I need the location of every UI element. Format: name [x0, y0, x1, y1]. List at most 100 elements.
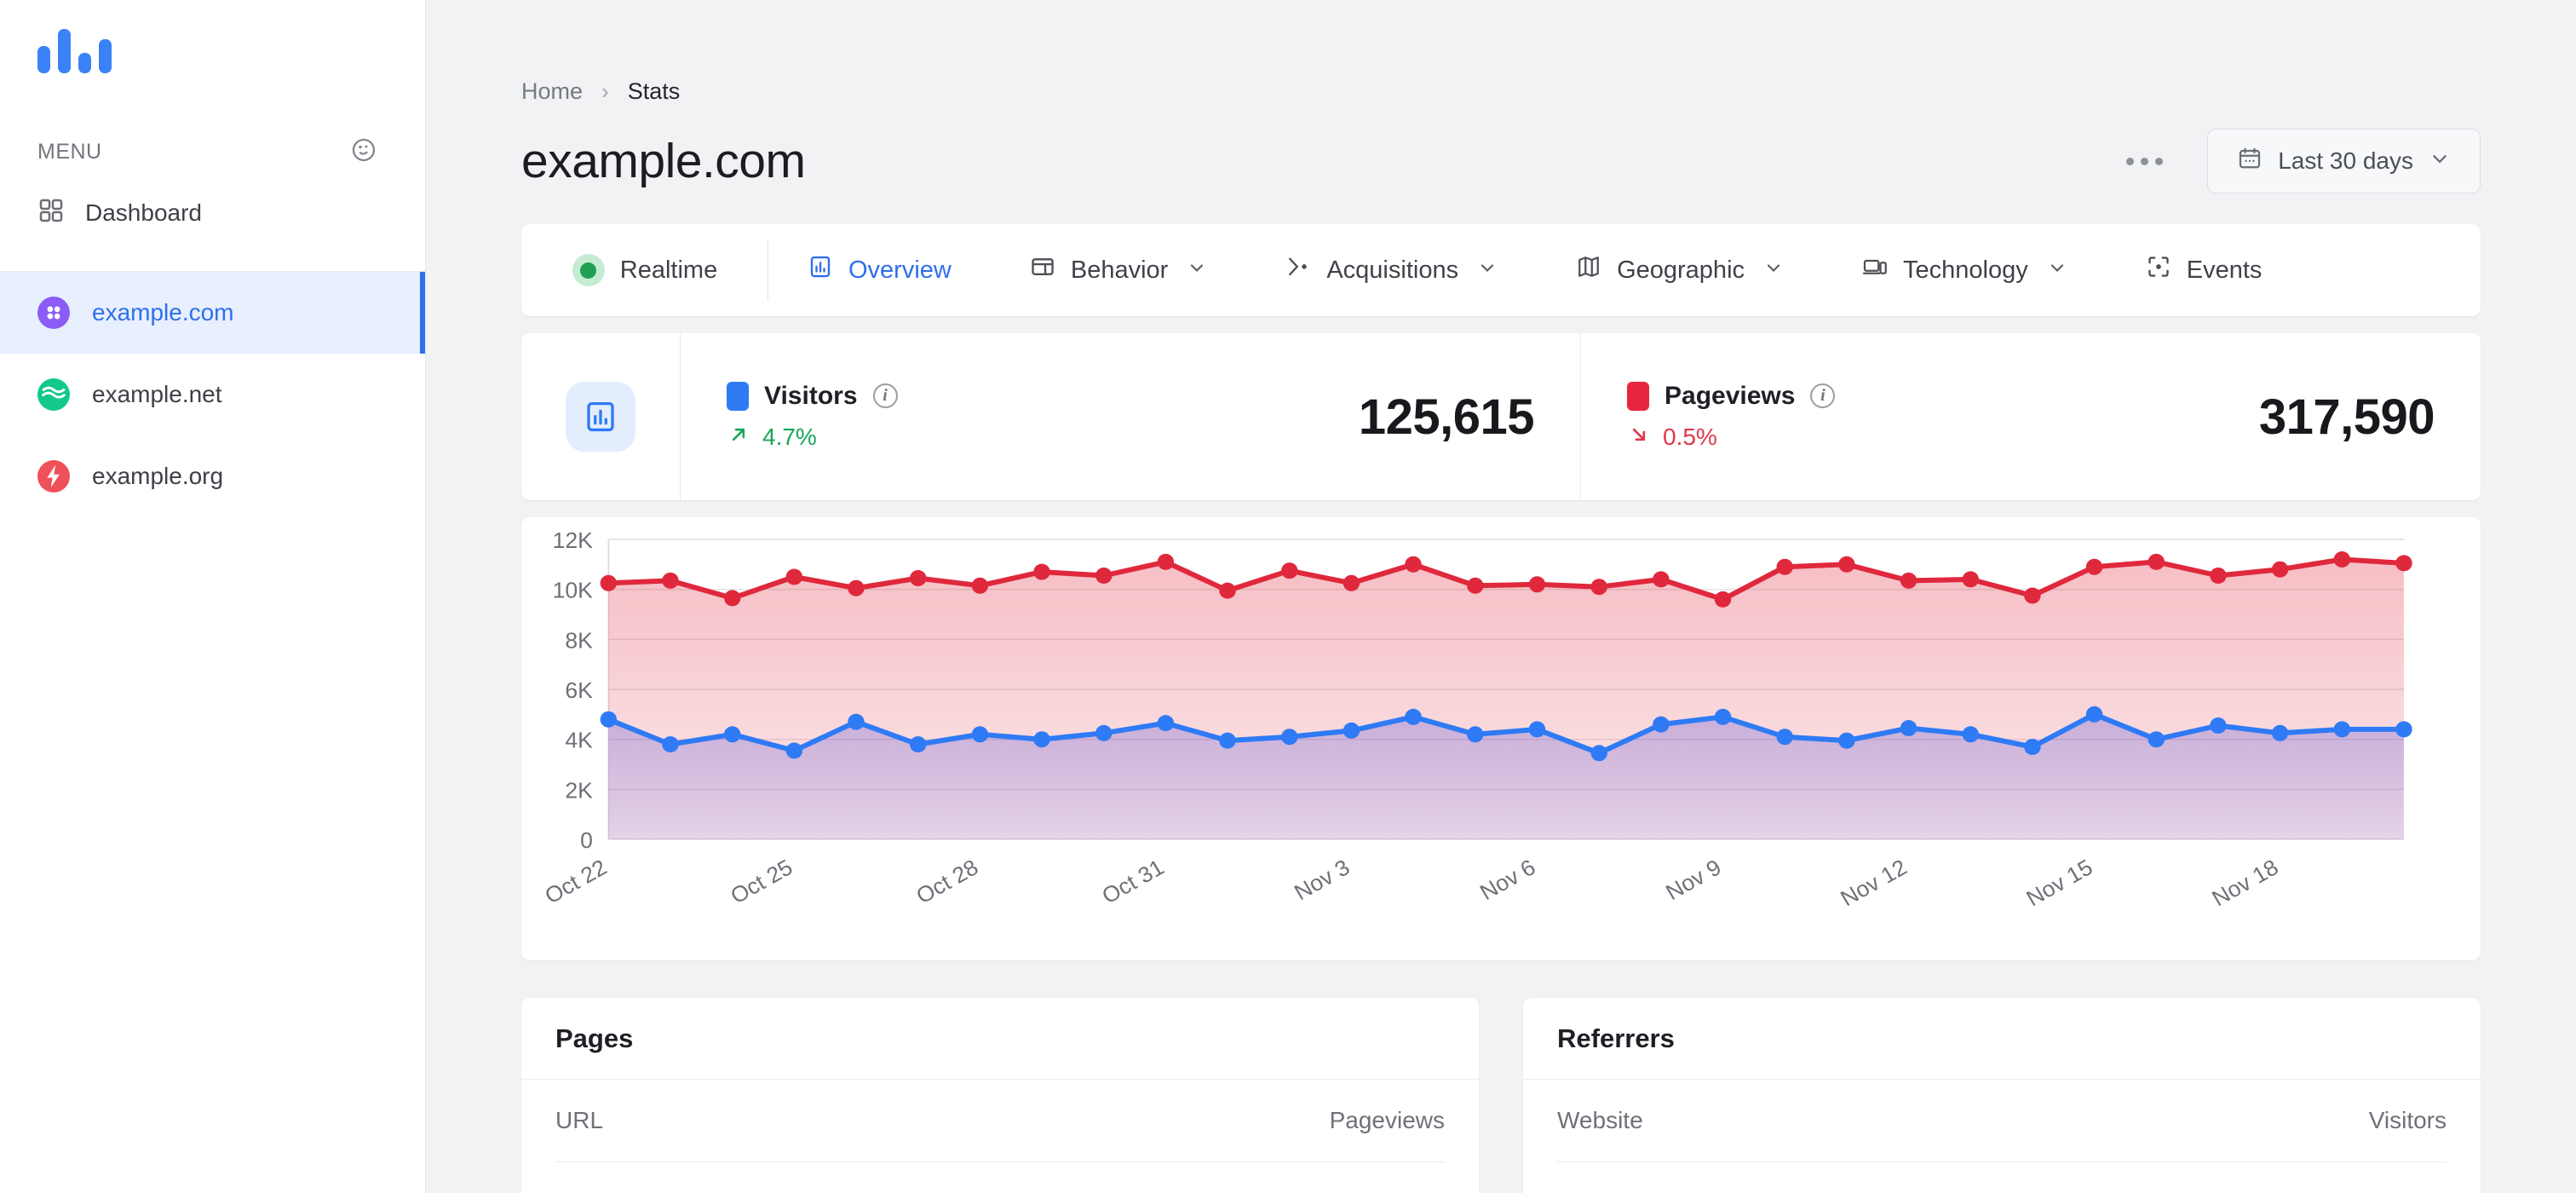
- chart-point[interactable]: [1590, 745, 1607, 762]
- chart-point[interactable]: [2148, 731, 2165, 748]
- chart-point[interactable]: [662, 572, 679, 589]
- kpi-pageviews-value: 317,590: [2258, 389, 2435, 445]
- chart-point[interactable]: [1467, 726, 1484, 743]
- chart-point[interactable]: [1405, 556, 1422, 573]
- tab-acquisitions[interactable]: Acquisitions: [1246, 224, 1537, 316]
- chart-point[interactable]: [1343, 574, 1360, 591]
- chart-point[interactable]: [1219, 582, 1236, 599]
- chart-point[interactable]: [1838, 556, 1855, 573]
- chart-point[interactable]: [1900, 720, 1918, 736]
- more-horizontal-icon[interactable]: [2121, 144, 2168, 179]
- chart-point[interactable]: [1343, 722, 1360, 739]
- chart-point[interactable]: [2085, 558, 2103, 575]
- column-header-url: URL: [555, 1107, 604, 1133]
- theme-toggle-icon[interactable]: [350, 136, 377, 168]
- sidebar: MENU Dashboard: [0, 0, 426, 1193]
- tab-geographic[interactable]: Geographic: [1537, 224, 1823, 316]
- chart-point[interactable]: [1714, 591, 1732, 608]
- chart-point[interactable]: [910, 736, 927, 752]
- visitors-color-swatch: [727, 381, 749, 411]
- chart-point[interactable]: [600, 574, 618, 591]
- chart-point[interactable]: [1157, 553, 1175, 570]
- sidebar-item-example-org[interactable]: example.org: [0, 435, 425, 517]
- chart-point[interactable]: [1033, 563, 1050, 580]
- layout-icon: [1030, 254, 1055, 286]
- chart-point[interactable]: [2333, 721, 2351, 738]
- chart-point[interactable]: [1528, 721, 1546, 738]
- chevron-down-icon: [1477, 257, 1498, 283]
- chart-point[interactable]: [2210, 718, 2227, 734]
- chart-point[interactable]: [1033, 731, 1050, 748]
- chart-point[interactable]: [2271, 724, 2289, 741]
- date-range-picker[interactable]: Last 30 days: [2207, 129, 2481, 193]
- x-axis-tick-label: Nov 6: [1475, 854, 1539, 905]
- chart-point[interactable]: [1157, 715, 1175, 732]
- chart-point[interactable]: [785, 742, 803, 759]
- tab-realtime[interactable]: Realtime: [521, 224, 768, 316]
- chart-point[interactable]: [1776, 729, 1793, 746]
- tab-events[interactable]: Events: [2107, 224, 2302, 316]
- chart-point[interactable]: [1962, 726, 1979, 743]
- chart-point[interactable]: [2024, 587, 2041, 604]
- tab-behavior[interactable]: Behavior: [991, 224, 1246, 316]
- chart-point[interactable]: [1405, 708, 1422, 725]
- chart-point[interactable]: [1281, 562, 1298, 579]
- chart-point[interactable]: [1467, 577, 1484, 594]
- overview-chart-card: 0 2K 4K 6K 8K 10K 12K Oct 22 Oct 25 Oct 28 Oct 31 N…: [521, 517, 2481, 960]
- chart-point[interactable]: [910, 570, 927, 586]
- sidebar-item-example-net[interactable]: example.net: [0, 354, 425, 435]
- arrow-up-right-icon: [727, 423, 750, 452]
- chart-point[interactable]: [1219, 732, 1236, 749]
- chart-point[interactable]: [723, 726, 741, 743]
- map-icon: [1576, 254, 1601, 286]
- chart-point[interactable]: [1838, 732, 1855, 749]
- app-logo[interactable]: [0, 0, 425, 128]
- chart-point[interactable]: [2024, 739, 2041, 755]
- chart-point[interactable]: [2210, 568, 2227, 584]
- chart-point[interactable]: [971, 577, 989, 594]
- info-icon[interactable]: i: [872, 383, 898, 408]
- chart-point[interactable]: [848, 713, 865, 730]
- sidebar-item-dashboard[interactable]: Dashboard: [0, 176, 425, 251]
- chart-point[interactable]: [662, 736, 679, 752]
- chart-point[interactable]: [2148, 553, 2165, 570]
- kpi-visitors[interactable]: Visitors i 4.7% 125,615: [681, 333, 1580, 500]
- x-axis-tick-label: Nov 18: [2207, 854, 2282, 911]
- chart-point[interactable]: [1281, 729, 1298, 746]
- chart-point[interactable]: [2085, 706, 2103, 723]
- sidebar-item-example-com[interactable]: example.com: [0, 272, 425, 354]
- focus-target-icon: [2146, 254, 2171, 286]
- breadcrumb-home[interactable]: Home: [521, 78, 584, 104]
- chart-point[interactable]: [1528, 576, 1546, 593]
- chart-point[interactable]: [1900, 572, 1918, 589]
- chart-point[interactable]: [1962, 571, 1979, 588]
- kpi-pageviews[interactable]: Pageviews i 0.5% 317,590: [1580, 333, 2481, 500]
- chart-point[interactable]: [1095, 724, 1113, 741]
- chart-point[interactable]: [1653, 716, 1670, 733]
- chart-point[interactable]: [2333, 551, 2351, 568]
- chart-point[interactable]: [1714, 708, 1732, 725]
- chart-point[interactable]: [1776, 558, 1793, 575]
- info-icon[interactable]: i: [1810, 383, 1836, 408]
- chart-line-pageviews: [606, 556, 2407, 602]
- tab-technology[interactable]: Technology: [1823, 224, 2107, 316]
- chart-point[interactable]: [2271, 561, 2289, 578]
- site-bolt-icon: [37, 460, 70, 493]
- chart-point[interactable]: [785, 568, 803, 585]
- tab-label: Events: [2186, 256, 2263, 284]
- chart-point[interactable]: [1653, 571, 1670, 588]
- overview-area-chart[interactable]: 0 2K 4K 6K 8K 10K 12K Oct 22 Oct 25 Oct 28 Oct 31 N…: [521, 517, 2481, 960]
- y-axis-tick-label: 0: [580, 827, 593, 853]
- chart-point[interactable]: [2395, 555, 2412, 572]
- chart-point[interactable]: [723, 590, 741, 607]
- chart-point[interactable]: [600, 711, 618, 728]
- chart-point[interactable]: [1095, 568, 1113, 584]
- stats-tabbar: Realtime Overview Beha: [521, 224, 2481, 316]
- panel-divider: [555, 1161, 1445, 1162]
- tab-overview[interactable]: Overview: [768, 224, 991, 316]
- chart-point[interactable]: [848, 579, 865, 596]
- chart-point[interactable]: [1590, 579, 1607, 596]
- kpi-pageviews-delta: 0.5%: [1627, 423, 1835, 452]
- chart-point[interactable]: [971, 726, 989, 743]
- chart-point[interactable]: [2395, 721, 2412, 738]
